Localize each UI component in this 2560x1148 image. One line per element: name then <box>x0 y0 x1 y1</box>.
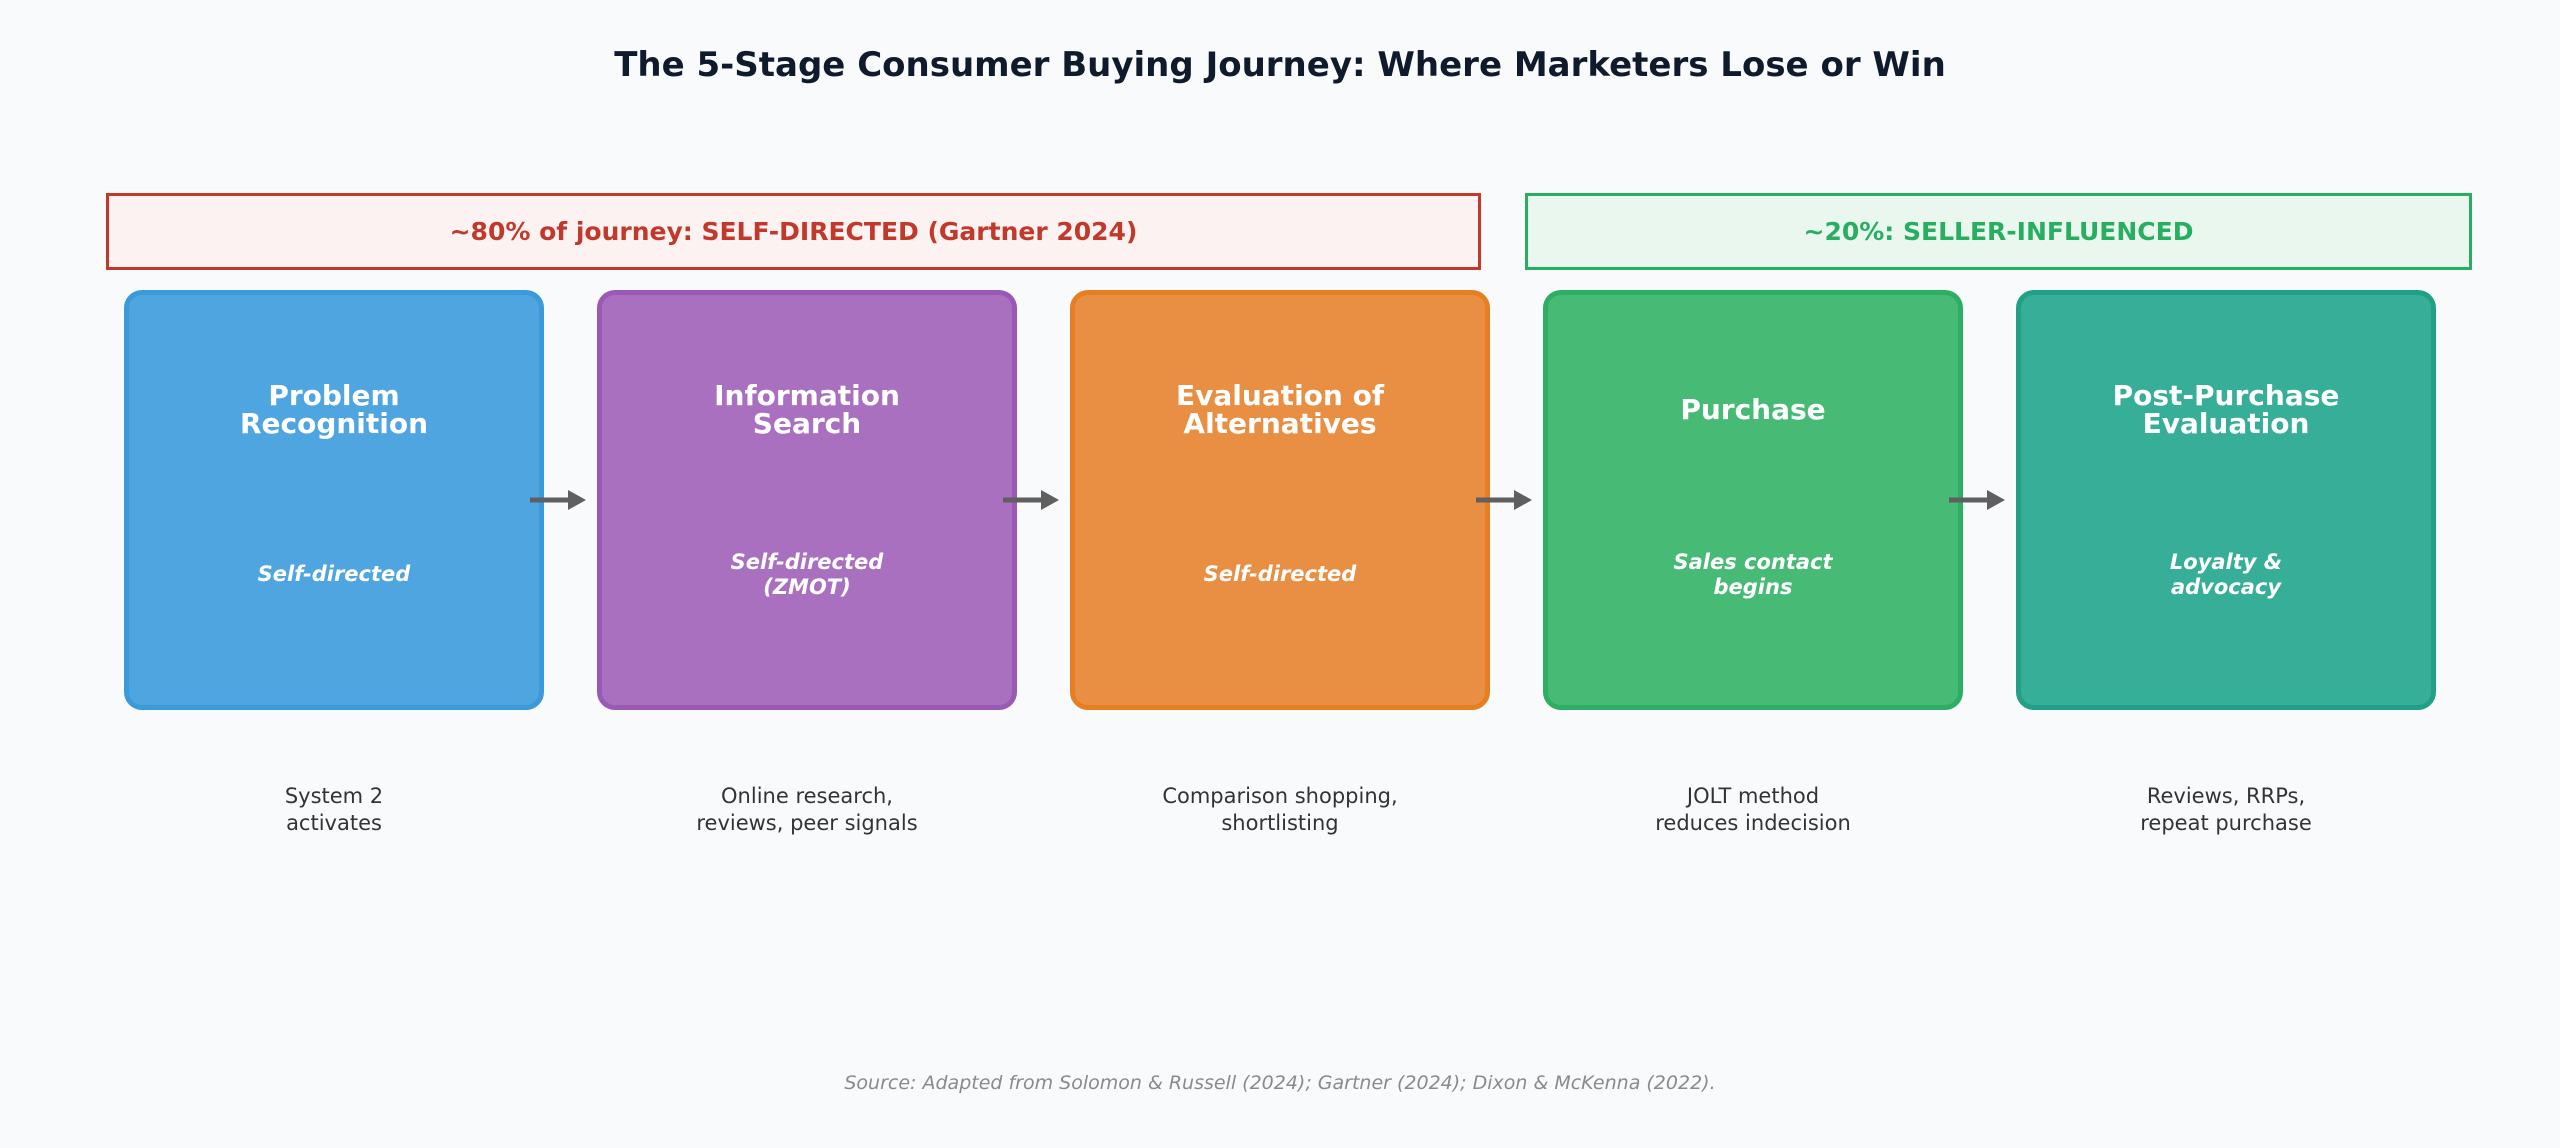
stage-name: Evaluation of Alternatives <box>1175 379 1385 440</box>
stage-description: System 2 activates <box>284 784 384 836</box>
source-note: Source: Adapted from Solomon & Russell (… <box>844 1072 1716 1094</box>
stage-description: JOLT method reduces indecision <box>1655 784 1851 836</box>
stage-name: Information Search <box>714 379 900 440</box>
self-directed-banner: ~80% of journey: SELF-DIRECTED (Gartner … <box>106 193 1481 270</box>
stage-name: Post-Purchase Evaluation <box>2112 379 2340 440</box>
stage-subtitle: Loyalty & advocacy <box>2169 549 2283 599</box>
stage-subtitle: Self-directed <box>257 562 411 587</box>
diagram-title: The 5-Stage Consumer Buying Journey: Whe… <box>614 45 1946 85</box>
stage-box-problem-recognition: Problem Recognition Self-directed <box>124 290 544 710</box>
stage-subtitle: Sales contact begins <box>1673 549 1833 599</box>
stage-description: Online research, reviews, peer signals <box>696 784 918 836</box>
stage-name: Problem Recognition <box>239 379 429 440</box>
stage-description: Comparison shopping, shortlisting <box>1162 784 1398 836</box>
flow-arrow-icon <box>530 490 586 510</box>
stage-subtitle: Self-directed (ZMOT) <box>730 549 884 599</box>
stage-subtitle: Self-directed <box>1203 562 1357 587</box>
stage-description: Reviews, RRPs, repeat purchase <box>2140 784 2312 836</box>
seller-influenced-banner: ~20%: SELLER-INFLUENCED <box>1525 193 2472 270</box>
flow-arrow-icon <box>1949 490 2005 510</box>
stage-name: Purchase <box>1680 393 1826 426</box>
stage-box-post-purchase-evaluation: Post-Purchase Evaluation Loyalty & advoc… <box>2016 290 2436 710</box>
flow-arrow-icon <box>1476 490 1532 510</box>
stage-box-purchase: Purchase Sales contact begins <box>1543 290 1963 710</box>
flow-arrow-icon <box>1003 490 1059 510</box>
stage-box-evaluation-of-alternatives: Evaluation of Alternatives Self-directed <box>1070 290 1490 710</box>
stage-box-information-search: Information Search Self-directed (ZMOT) <box>597 290 1017 710</box>
